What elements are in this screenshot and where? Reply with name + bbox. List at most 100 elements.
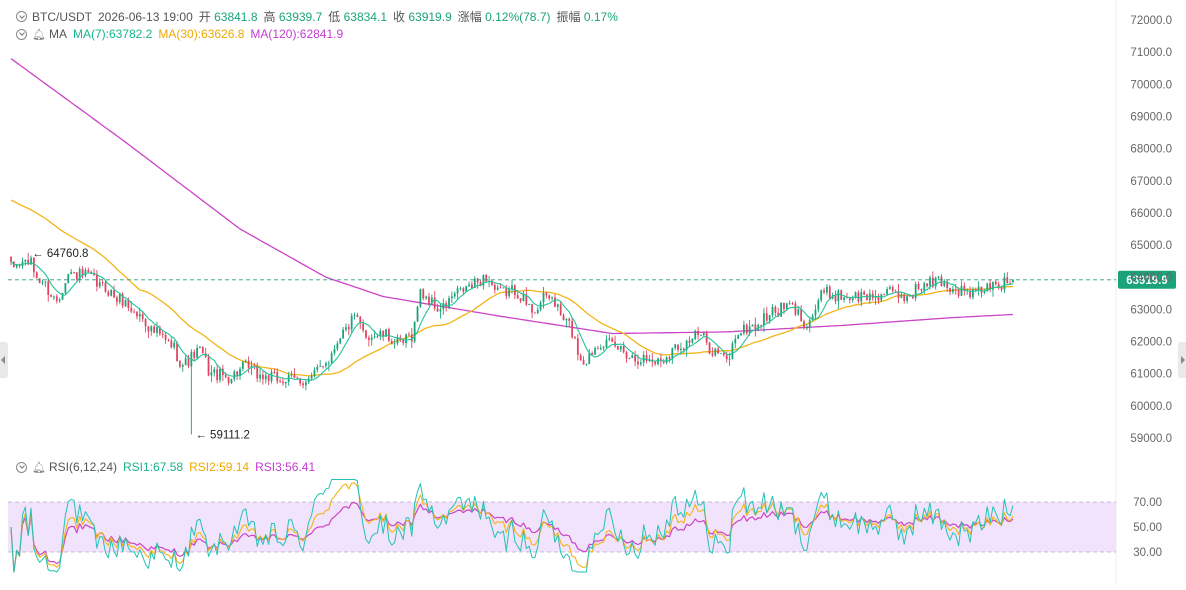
candle-body <box>642 354 645 363</box>
candle-body <box>854 292 857 298</box>
min-price-annotation: ← 59111.2 <box>195 429 250 441</box>
price-tick-label: 66000.0 <box>1130 208 1172 220</box>
candle-body <box>671 347 674 360</box>
candle-body <box>682 348 685 351</box>
candle-body <box>826 286 828 293</box>
candle-body <box>179 361 181 367</box>
candle-body <box>144 319 147 327</box>
candle-body <box>448 298 450 308</box>
candle-body <box>98 282 101 287</box>
candle-body <box>459 288 462 290</box>
candle-body <box>207 356 210 376</box>
candle-body <box>339 338 342 344</box>
candle-body <box>914 284 917 299</box>
candle-body <box>293 374 296 378</box>
candle-body <box>158 327 161 334</box>
rsi-collapse-chevron-icon[interactable] <box>16 461 27 473</box>
candle-body <box>891 286 894 291</box>
candle-body <box>471 284 473 289</box>
candle-body <box>585 363 588 365</box>
low-value: 63834.1 <box>343 9 387 24</box>
candle-body <box>67 274 70 283</box>
candle-body <box>473 278 476 289</box>
candle-body <box>193 351 196 358</box>
close-value: 63919.9 <box>408 9 452 24</box>
high-value: 63939.7 <box>278 9 323 24</box>
bell-icon[interactable]: 🔔︎ <box>32 28 46 41</box>
candle-body <box>989 283 991 290</box>
candle-body <box>588 353 591 364</box>
candle-body <box>491 280 493 286</box>
candle-body <box>327 362 330 364</box>
candle-body <box>894 290 897 292</box>
candle-body <box>768 315 771 321</box>
candle-body <box>262 374 264 380</box>
rsi-bell-icon[interactable]: 🔔︎ <box>32 461 46 474</box>
candle-body <box>525 294 528 305</box>
candle-body <box>565 318 568 321</box>
last-price-tag <box>1118 270 1176 289</box>
candle-body <box>788 303 791 305</box>
candle-body <box>820 290 823 301</box>
candle-body <box>877 296 880 301</box>
price-tick-label: 64000.0 <box>1130 272 1172 284</box>
candle-body <box>974 289 977 290</box>
candle-body <box>413 321 416 342</box>
candle-body <box>50 294 52 297</box>
candle-body <box>199 346 201 348</box>
candle-body <box>350 315 353 330</box>
candle-body <box>379 330 382 337</box>
rsi-panel: 70.00 50.00 30.00 <box>8 479 1162 573</box>
candle-body <box>439 309 442 312</box>
candle-body <box>127 299 130 308</box>
candle-body <box>436 308 439 312</box>
candle-body <box>571 320 574 338</box>
amplitude-value: 0.17% <box>583 9 618 24</box>
candle-body <box>450 296 453 299</box>
collapse-chevron-icon[interactable] <box>16 11 27 22</box>
ma7-line-group <box>10 261 1014 381</box>
candle-body <box>61 292 64 300</box>
ma-collapse-chevron-icon[interactable] <box>16 28 27 40</box>
candle-body <box>846 297 848 299</box>
candle-body <box>75 272 78 280</box>
candle-body <box>482 274 485 286</box>
candle-body <box>1012 279 1014 283</box>
candle-body <box>545 293 548 296</box>
candle-body <box>639 362 642 365</box>
candle-body <box>236 371 239 376</box>
candle-body <box>10 256 12 262</box>
candle-body <box>382 330 385 337</box>
candle-body <box>430 297 433 304</box>
ma30-legend: MA(30):63626.8 <box>158 27 245 41</box>
candle-body <box>147 326 150 332</box>
candle-body <box>951 288 954 293</box>
candle-body <box>233 371 236 379</box>
candle-body <box>694 330 697 339</box>
candle-body <box>791 303 794 305</box>
candle-body <box>851 297 854 301</box>
candle-body <box>534 312 536 314</box>
candle-body <box>428 296 430 304</box>
scroll-left-arrow-icon[interactable] <box>0 342 8 378</box>
candle-body <box>38 278 41 284</box>
candle-body <box>356 314 359 317</box>
candle-body <box>242 361 244 369</box>
candle-body <box>313 369 316 377</box>
candle-body <box>528 303 531 305</box>
candle-body <box>931 277 934 287</box>
candle-body <box>393 343 396 345</box>
candle-body <box>499 287 502 289</box>
candle-body <box>167 339 170 341</box>
candle-body <box>800 309 803 322</box>
candle-body <box>702 333 705 335</box>
candle-body <box>1006 277 1009 284</box>
candle-body <box>805 327 808 329</box>
candle-body <box>771 307 774 316</box>
candle-body <box>662 361 665 363</box>
candle-body <box>319 365 322 367</box>
candle-body <box>282 381 284 384</box>
scroll-right-arrow-icon[interactable] <box>1178 342 1186 378</box>
